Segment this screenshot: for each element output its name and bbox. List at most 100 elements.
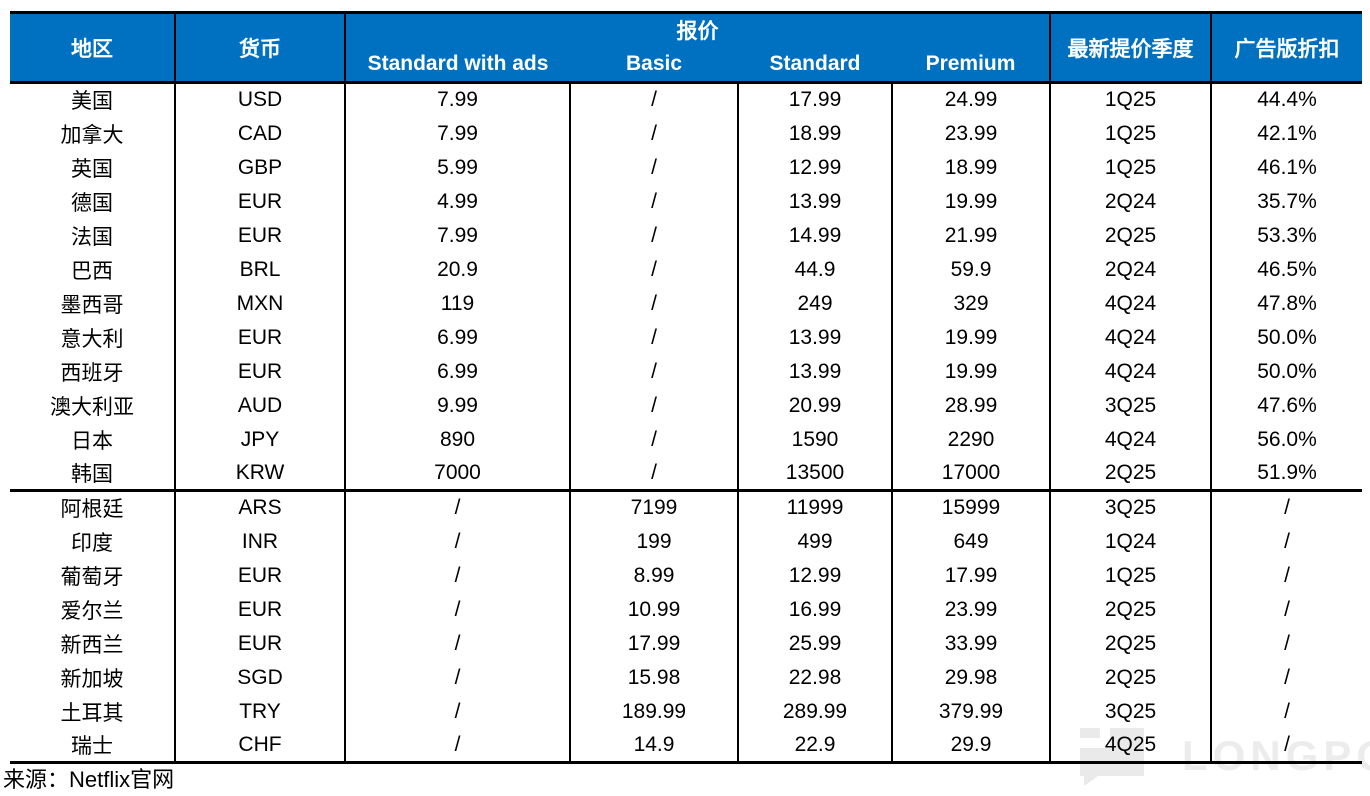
header-latest-quarter: 最新提价季度	[1050, 11, 1212, 83]
cell-currency: EUR	[175, 558, 346, 593]
cell-standard: 20.99	[738, 388, 893, 423]
cell-ads-discount: 51.9%	[1257, 460, 1317, 484]
cell-standard-with-ads: /	[345, 524, 571, 559]
cell-premium: 19.99	[892, 354, 1051, 389]
cell-standard: 12.99	[738, 150, 893, 185]
cell-basic: /	[570, 81, 739, 117]
cell-standard: 499	[738, 524, 893, 559]
cell-currency: CAD	[175, 116, 346, 151]
cell-latest-quarter: 1Q25	[1050, 558, 1212, 593]
cell-premium: 59.9	[892, 252, 1051, 287]
cell-ads-discount: 44.4%	[1211, 81, 1362, 117]
table-row: 意大利 EUR 6.99/13.99 19.99 4Q24 50.0%	[10, 320, 1362, 355]
cell-standard: 14.99	[738, 218, 893, 253]
header-quote-group: 报价	[345, 11, 1051, 47]
header-premium: Premium	[892, 46, 1051, 83]
cell-region: 新西兰	[10, 626, 176, 661]
cell-standard-with-ads: 6.99	[345, 320, 571, 355]
cell-standard: 44.9	[738, 252, 893, 287]
cell-standard: 13.99	[738, 320, 893, 355]
cell-currency: SGD	[175, 660, 346, 695]
cell-ads-discount: 50.0%	[1257, 359, 1317, 383]
cell-basic: /	[570, 218, 739, 253]
cell-region: 土耳其	[10, 694, 176, 729]
cell-currency: KRW	[175, 456, 346, 491]
cell-basic: 7199	[570, 489, 739, 525]
table-row: 墨西哥 MXN 119/249 329 4Q24 47.8%	[10, 286, 1362, 321]
header-region: 地区	[10, 11, 176, 83]
cell-standard: 1590	[738, 422, 893, 457]
table-row: 澳大利亚 AUD 9.99/20.99 28.99 3Q25 47.6%	[10, 388, 1362, 423]
cell-ads-discount: 47.8%	[1257, 291, 1317, 315]
cell-standard-with-ads: 7.99	[345, 218, 571, 253]
cell-ads-discount: 53.3%	[1257, 223, 1317, 247]
cell-ads-discount: 46.5%	[1257, 257, 1317, 281]
cell-currency: EUR	[175, 626, 346, 661]
cell-basic: /	[570, 150, 739, 185]
cell-premium: 15999	[892, 489, 1051, 525]
table-row: 西班牙 EUR 6.99/13.99 19.99 4Q24 50.0%	[10, 354, 1362, 389]
table-row: 阿根廷 ARS/7199 11999 15999 3Q25/	[10, 489, 1362, 525]
cell-standard: 17.99	[738, 81, 893, 117]
cell-currency: EUR	[175, 320, 346, 355]
cell-latest-quarter: 2Q24	[1050, 252, 1212, 287]
cell-premium: 23.99	[892, 592, 1051, 627]
cell-standard: 249	[738, 286, 893, 321]
cell-premium: 28.99	[892, 388, 1051, 423]
cell-standard-with-ads: 7000	[345, 456, 571, 491]
cell-currency: CHF	[175, 728, 346, 764]
cell-ads-discount: /	[1284, 529, 1290, 553]
cell-standard: 25.99	[738, 626, 893, 661]
cell-region: 法国	[10, 218, 176, 253]
cell-premium: 649	[892, 524, 1051, 559]
cell-basic: /	[570, 354, 739, 389]
cell-ads-discount: /	[1284, 631, 1290, 655]
cell-currency: EUR	[175, 184, 346, 219]
cell-standard: 11999	[738, 489, 893, 525]
cell-standard-with-ads: 9.99	[345, 388, 571, 423]
cell-currency: ARS	[175, 489, 346, 525]
cell-latest-quarter: 2Q25	[1050, 456, 1212, 491]
cell-currency: TRY	[175, 694, 346, 729]
table-row: 印度 INR/199 499 649 1Q24/	[10, 524, 1362, 559]
cell-basic: /	[570, 388, 739, 423]
source-note: 来源：Netflix官网	[3, 767, 175, 792]
cell-latest-quarter: 2Q25	[1050, 218, 1212, 253]
table-row: 德国 EUR 4.99/13.99 19.99 2Q24 35.7%	[10, 184, 1362, 219]
cell-standard-with-ads: /	[345, 728, 571, 764]
cell-standard-with-ads: /	[345, 660, 571, 695]
cell-standard: 22.98	[738, 660, 893, 695]
table-row: 法国 EUR 7.99/14.99 21.99 2Q25 53.3%	[10, 218, 1362, 253]
cell-currency: AUD	[175, 388, 346, 423]
cell-region: 意大利	[10, 320, 176, 355]
cell-latest-quarter: 4Q24	[1050, 320, 1212, 355]
cell-currency: EUR	[175, 592, 346, 627]
header-row-sub: Standard with ads Basic Standard Premium	[10, 46, 1362, 83]
table-row: 美国 USD 7.99/17.99 24.99 1Q25 44.4%	[10, 81, 1362, 117]
cell-standard: 22.9	[738, 728, 893, 764]
cell-latest-quarter: 4Q24	[1050, 422, 1212, 457]
cell-latest-quarter: 1Q25	[1050, 150, 1212, 185]
cell-premium: 379.99	[892, 694, 1051, 729]
cell-premium: 329	[892, 286, 1051, 321]
cell-basic: /	[570, 456, 739, 491]
cell-ads-discount: 46.1%	[1257, 155, 1317, 179]
cell-basic: /	[570, 184, 739, 219]
cell-ads-discount: /	[1284, 699, 1290, 723]
cell-region: 新加坡	[10, 660, 176, 695]
cell-standard: 12.99	[738, 558, 893, 593]
cell-standard: 16.99	[738, 592, 893, 627]
cell-standard-with-ads: 20.9	[345, 252, 571, 287]
cell-region: 日本	[10, 422, 176, 457]
cell-standard-with-ads: /	[345, 694, 571, 729]
cell-basic: 8.99	[570, 558, 739, 593]
cell-basic: 14.9	[570, 728, 739, 764]
cell-premium: 21.99	[892, 218, 1051, 253]
cell-standard: 13.99	[738, 354, 893, 389]
cell-basic: 15.98	[570, 660, 739, 695]
cell-currency: BRL	[175, 252, 346, 287]
cell-standard: 18.99	[738, 116, 893, 151]
table-row: 日本 JPY 890/1590 2290 4Q24 56.0%	[10, 422, 1362, 457]
table-row: 英国 GBP 5.99/12.99 18.99 1Q25 46.1%	[10, 150, 1362, 185]
cell-latest-quarter: 1Q24	[1050, 524, 1212, 559]
